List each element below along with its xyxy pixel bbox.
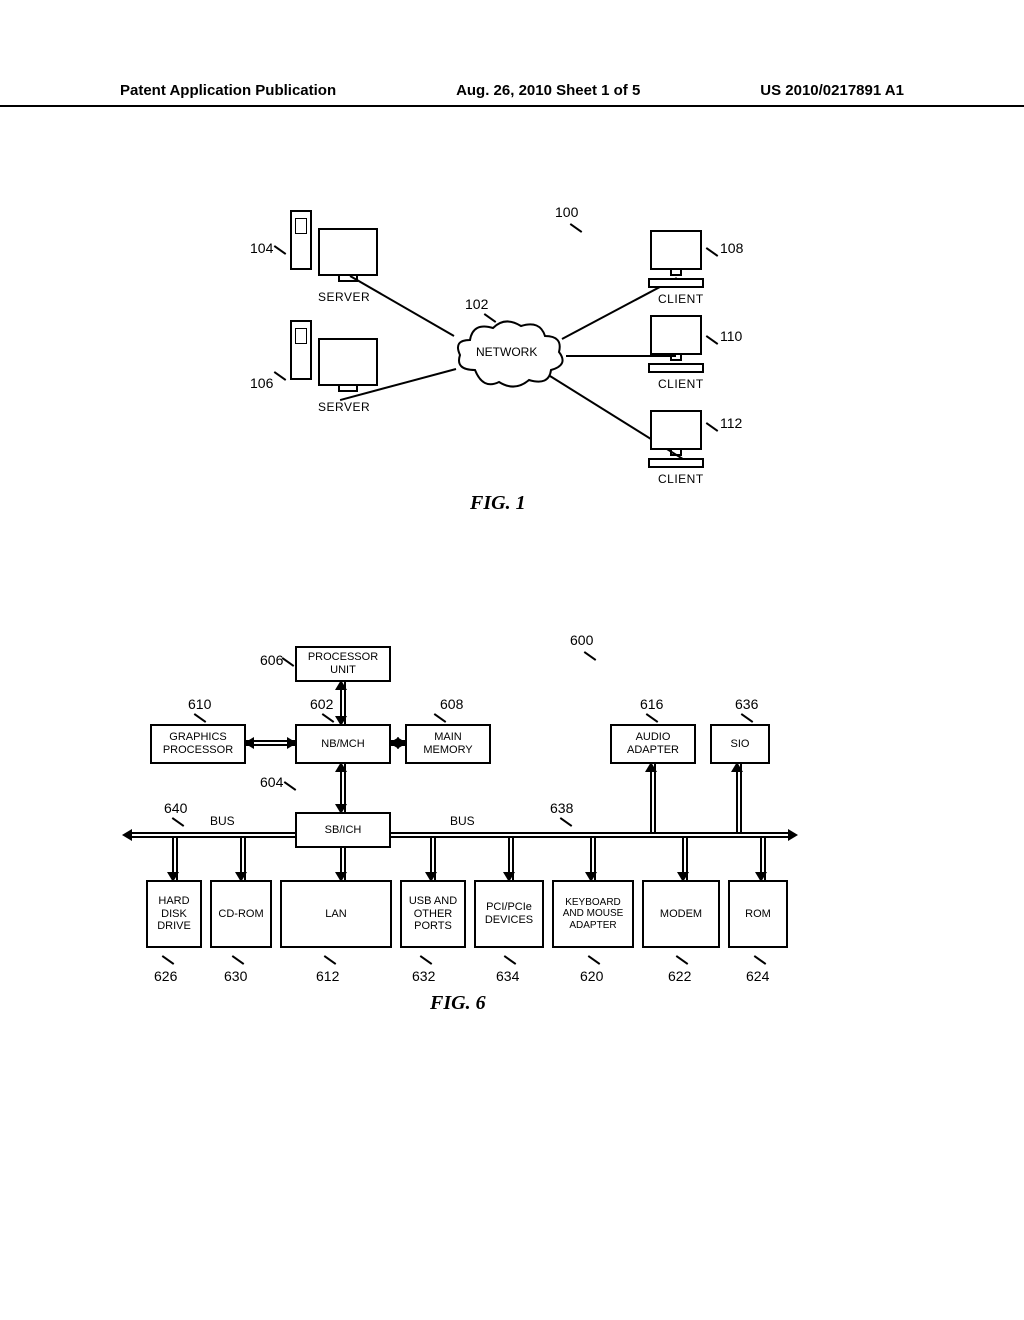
box-processor: PROCESSOR UNIT — [295, 646, 391, 682]
box-audio: AUDIO ADAPTER — [610, 724, 696, 764]
header-center: Aug. 26, 2010 Sheet 1 of 5 — [456, 82, 640, 99]
tick-620 — [586, 952, 602, 968]
box-sbich: SB/ICH — [295, 812, 391, 848]
box-usb: USB AND OTHER PORTS — [400, 880, 466, 948]
network-label: NETWORK — [476, 345, 537, 359]
tick-638 — [558, 814, 574, 830]
ref-104: 104 — [250, 240, 273, 256]
server-1-tower-icon — [290, 210, 312, 270]
ref-624: 624 — [746, 968, 769, 984]
box-pci: PCI/PCIe DEVICES — [474, 880, 544, 948]
server-2-tower-icon — [290, 320, 312, 380]
client-3-kbd-icon — [648, 458, 704, 468]
ref-110: 110 — [720, 328, 742, 344]
client-1-label: CLIENT — [658, 292, 704, 306]
ref-100: 100 — [555, 204, 578, 220]
server-1-monitor-icon — [318, 228, 378, 276]
tick-612 — [322, 952, 338, 968]
server-2-label: SERVER — [318, 400, 370, 414]
ref-622: 622 — [668, 968, 691, 984]
fig6-caption: FIG. 6 — [430, 992, 486, 1015]
bus-label-right: BUS — [450, 814, 475, 828]
client-1-monitor-icon — [650, 230, 702, 270]
bus-arrow-left — [122, 829, 132, 841]
tick-640 — [170, 814, 186, 830]
arrow-r-gn — [287, 737, 297, 749]
header-right: US 2010/0217891 A1 — [760, 82, 904, 99]
line-client2 — [566, 355, 676, 357]
ref-612: 612 — [316, 968, 339, 984]
ref-112: 112 — [720, 415, 742, 431]
box-cdrom: CD-ROM — [210, 880, 272, 948]
arrow-l-gn — [244, 737, 254, 749]
tick-632 — [418, 952, 434, 968]
tick-600 — [582, 648, 598, 664]
tick-604 — [282, 778, 298, 794]
arrow-r-nm — [397, 737, 407, 749]
server-1-label: SERVER — [318, 290, 370, 304]
header-left: Patent Application Publication — [120, 82, 336, 99]
tick-624 — [752, 952, 768, 968]
figure-1: NETWORK SERVER SERVER CLIENT CLIENT CLIE… — [250, 210, 790, 540]
conn-sio-bus — [736, 764, 738, 832]
client-3-label: CLIENT — [658, 472, 704, 486]
box-modem: MODEM — [642, 880, 720, 948]
client-2-kbd-icon — [648, 363, 704, 373]
tick-112 — [704, 419, 720, 435]
box-graphics: GRAPHICS PROCESSOR — [150, 724, 246, 764]
ref-620: 620 — [580, 968, 603, 984]
ref-634: 634 — [496, 968, 519, 984]
box-lan: LAN — [280, 880, 392, 948]
figure-6: 600 PROCESSOR UNIT 606 610 602 608 616 6… — [130, 640, 870, 1060]
bus-label-left: BUS — [210, 814, 235, 828]
tick-606 — [280, 654, 296, 670]
tick-104 — [272, 242, 288, 258]
server-2-monitor-icon — [318, 338, 378, 386]
page-header: Patent Application Publication Aug. 26, … — [0, 82, 1024, 107]
tick-630 — [230, 952, 246, 968]
box-hdd: HARD DISK DRIVE — [146, 880, 202, 948]
tick-100 — [568, 220, 584, 236]
box-mainmem: MAIN MEMORY — [405, 724, 491, 764]
client-3-monitor-icon — [650, 410, 702, 450]
ref-632: 632 — [412, 968, 435, 984]
client-1-kbd-icon — [648, 278, 704, 288]
box-rom: ROM — [728, 880, 788, 948]
box-kbd: KEYBOARD AND MOUSE ADAPTER — [552, 880, 634, 948]
ref-626: 626 — [154, 968, 177, 984]
tick-110 — [704, 332, 720, 348]
bus-arrow-right — [788, 829, 798, 841]
fig1-caption: FIG. 1 — [470, 492, 526, 515]
conn-audio-bus — [650, 764, 652, 832]
tick-106 — [272, 368, 288, 384]
client-2-monitor-icon — [650, 315, 702, 355]
arrow-up-proc — [335, 680, 347, 690]
tick-622 — [674, 952, 690, 968]
ref-630: 630 — [224, 968, 247, 984]
arrow-up-ns — [335, 762, 347, 772]
bus-bar — [130, 832, 790, 834]
ref-108: 108 — [720, 240, 743, 256]
ref-604: 604 — [260, 774, 283, 790]
arrow-up-sio — [731, 762, 743, 772]
tick-634 — [502, 952, 518, 968]
box-sio: SIO — [710, 724, 770, 764]
client-2-label: CLIENT — [658, 377, 704, 391]
arrow-up-audio — [645, 762, 657, 772]
tick-108 — [704, 244, 720, 260]
tick-626 — [160, 952, 176, 968]
ref-106: 106 — [250, 375, 273, 391]
ref-600: 600 — [570, 632, 593, 648]
line-server1 — [350, 275, 455, 337]
box-nbmch: NB/MCH — [295, 724, 391, 764]
tick-102 — [482, 310, 498, 326]
